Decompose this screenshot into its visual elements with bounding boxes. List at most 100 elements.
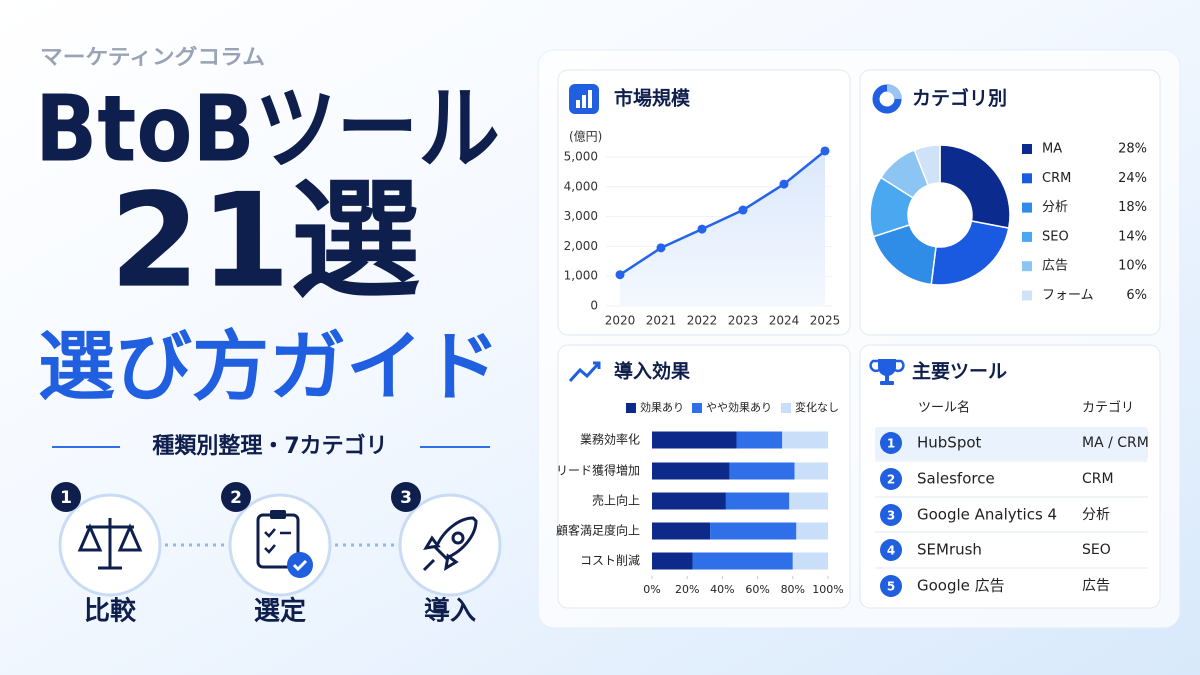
legend-label: SEO bbox=[1042, 229, 1069, 244]
legend-swatch bbox=[1022, 144, 1032, 154]
bar bbox=[692, 552, 793, 570]
legend-swatch bbox=[692, 403, 702, 413]
row-badge bbox=[880, 504, 902, 526]
subtitle: 選び方ガイド bbox=[38, 322, 500, 411]
y-tick-label: 業務効率化 bbox=[580, 432, 640, 447]
y-tick-label: 5,000 bbox=[564, 149, 598, 163]
x-tick-label: 20% bbox=[675, 583, 699, 596]
legend-swatch bbox=[1022, 231, 1032, 242]
bar bbox=[736, 431, 783, 449]
tool-name: HubSpot bbox=[917, 434, 982, 452]
step-number: 3 bbox=[400, 488, 412, 508]
pie-slice bbox=[939, 144, 1011, 229]
value-label: 6% bbox=[1126, 288, 1147, 303]
row-number: 5 bbox=[887, 580, 895, 594]
legend-swatch bbox=[1022, 261, 1032, 272]
point bbox=[615, 270, 625, 280]
value-label: 18% bbox=[1118, 200, 1147, 215]
step-number: 2 bbox=[230, 488, 242, 508]
x-tick-label: 0% bbox=[643, 583, 660, 596]
tagline: 種類別整理・7カテゴリ bbox=[152, 433, 387, 459]
y-tick-label: 2,000 bbox=[564, 239, 598, 253]
legend-swatch bbox=[781, 403, 791, 413]
icon-scale bbox=[77, 518, 143, 570]
legend-label: CRM bbox=[1042, 171, 1071, 186]
y-tick-label: 3,000 bbox=[564, 209, 598, 223]
panel-title: 市場規模 bbox=[614, 87, 691, 110]
x-tick-label: 60% bbox=[745, 583, 769, 596]
step-number: 1 bbox=[60, 488, 72, 508]
point bbox=[738, 205, 748, 215]
line bbox=[619, 150, 826, 276]
column-header: ツール名 bbox=[918, 400, 970, 416]
kicker: マーケティングコラム bbox=[40, 45, 265, 69]
row-badge bbox=[880, 539, 902, 561]
legend-swatch bbox=[1022, 290, 1032, 301]
legend-swatch bbox=[1022, 173, 1032, 184]
point bbox=[820, 146, 830, 156]
tool-name: Google 広告 bbox=[917, 577, 1005, 595]
bar bbox=[729, 462, 795, 480]
icon-bars bbox=[569, 84, 599, 114]
icon-trophy bbox=[869, 359, 905, 385]
bar bbox=[652, 431, 737, 449]
tool-category: MA / CRM bbox=[1082, 435, 1149, 451]
bar bbox=[652, 522, 711, 540]
legend-label: やや効果あり bbox=[706, 400, 772, 414]
y-tick-label: 0 bbox=[590, 299, 598, 313]
icon-clipboard bbox=[256, 510, 313, 578]
tool-name: SEMrush bbox=[917, 541, 982, 559]
bar bbox=[725, 492, 790, 510]
pie-slice bbox=[930, 220, 1010, 286]
step-label: 選定 bbox=[254, 596, 306, 627]
y-tick-label: 1,000 bbox=[564, 269, 598, 283]
y-tick-label: 顧客満足度向上 bbox=[556, 523, 640, 538]
point bbox=[779, 179, 789, 189]
value-label: 10% bbox=[1118, 259, 1147, 274]
panel-title: カテゴリ別 bbox=[912, 87, 1007, 110]
tool-category: 分析 bbox=[1082, 507, 1110, 523]
legend-label: 変化なし bbox=[795, 400, 839, 414]
bar bbox=[789, 492, 828, 510]
y-tick-label: リード獲得増加 bbox=[556, 463, 640, 478]
step-label: 比較 bbox=[84, 596, 137, 627]
y-tick-label: 売上向上 bbox=[592, 493, 640, 508]
tool-category: SEO bbox=[1082, 542, 1111, 558]
legend-label: MA bbox=[1042, 142, 1062, 157]
pie-slice bbox=[913, 144, 941, 187]
bar bbox=[792, 552, 828, 570]
icon-trend bbox=[568, 362, 600, 383]
point bbox=[656, 243, 666, 253]
bar bbox=[794, 462, 828, 480]
value-label: 24% bbox=[1118, 171, 1147, 186]
x-tick-label: 2020 bbox=[605, 314, 636, 328]
title: BtoBツール bbox=[35, 75, 500, 182]
panel-title: 主要ツール bbox=[912, 361, 1007, 383]
icon-rocket bbox=[422, 516, 478, 572]
value-label: 28% bbox=[1118, 142, 1147, 157]
x-tick-label: 80% bbox=[781, 583, 805, 596]
icon-trend-head bbox=[593, 361, 601, 369]
tool-category: CRM bbox=[1082, 471, 1114, 487]
row-badge bbox=[880, 468, 902, 490]
row-number: 3 bbox=[887, 509, 895, 523]
panel-title: 導入効果 bbox=[614, 360, 690, 383]
y-tick-label: コスト削減 bbox=[580, 553, 640, 568]
x-tick-label: 2025 bbox=[810, 314, 841, 328]
icon-donut bbox=[872, 84, 902, 114]
bar bbox=[796, 522, 828, 540]
tool-name: Salesforce bbox=[917, 470, 995, 488]
row-number: 2 bbox=[887, 473, 895, 487]
legend-label: 効果あり bbox=[640, 400, 684, 414]
bar bbox=[652, 492, 726, 510]
step-label: 導入 bbox=[424, 596, 476, 627]
row-number: 1 bbox=[887, 437, 895, 451]
area bbox=[620, 150, 825, 306]
row-badge bbox=[880, 432, 902, 454]
legend-swatch bbox=[1022, 202, 1032, 213]
x-tick-label: 2022 bbox=[687, 314, 718, 328]
row-badge bbox=[880, 575, 902, 597]
x-tick-label: 2023 bbox=[728, 314, 759, 328]
x-tick-label: 2024 bbox=[769, 314, 800, 328]
